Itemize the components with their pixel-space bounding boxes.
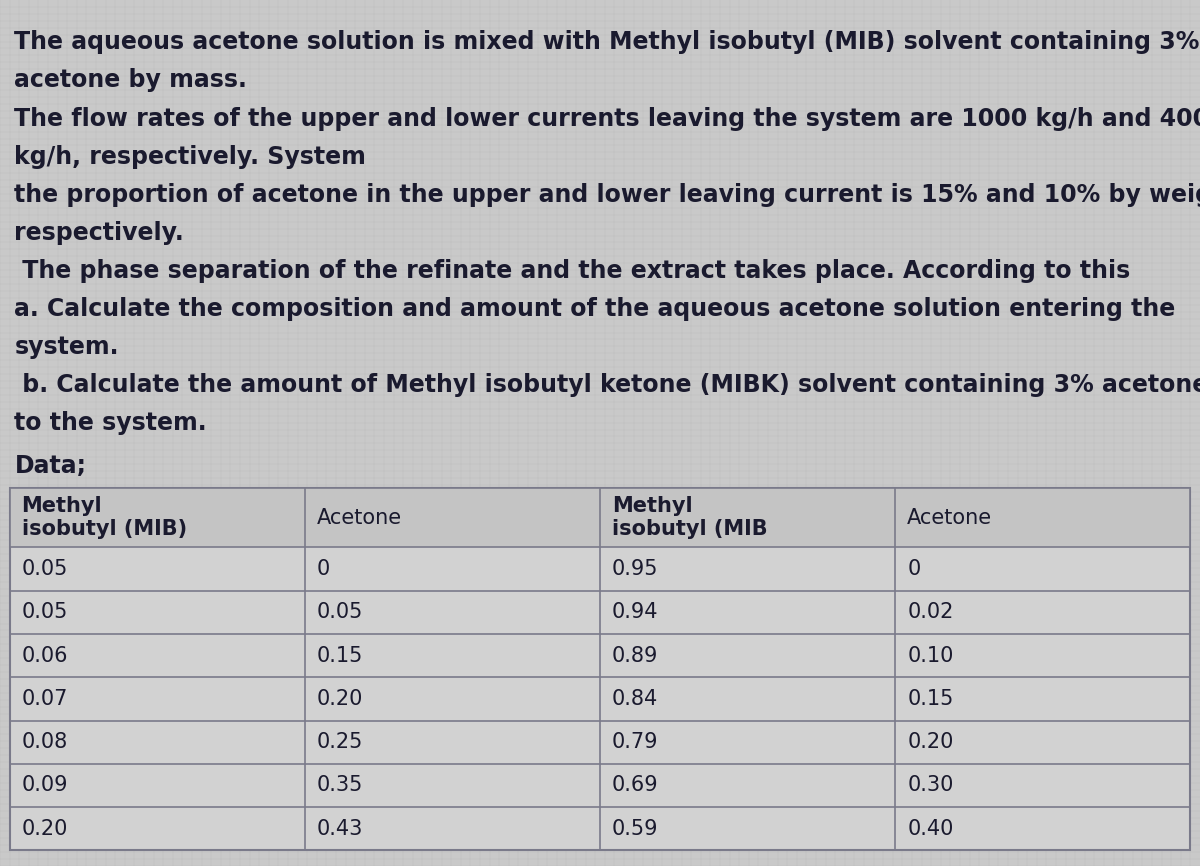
Text: 0.20: 0.20 [22, 818, 68, 839]
Text: 0.05: 0.05 [317, 602, 364, 623]
Bar [10, 488, 1190, 850]
Text: 0.05: 0.05 [22, 559, 68, 579]
Text: 0.20: 0.20 [907, 732, 954, 753]
Text: b. Calculate the amount of Methyl isobutyl ketone (MIBK) solvent containing 3% a: b. Calculate the amount of Methyl isobut… [14, 373, 1200, 397]
Text: The flow rates of the upper and lower currents leaving the system are 1000 kg/h : The flow rates of the upper and lower cu… [14, 107, 1200, 131]
Text: respectively.: respectively. [14, 221, 184, 245]
Text: Data;: Data; [14, 454, 86, 478]
Text: 0.08: 0.08 [22, 732, 68, 753]
Text: 0.09: 0.09 [22, 775, 68, 796]
Text: The phase separation of the refinate and the extract takes place. According to t: The phase separation of the refinate and… [14, 259, 1130, 283]
Text: 0.94: 0.94 [612, 602, 659, 623]
Text: 0.89: 0.89 [612, 645, 659, 666]
Text: the proportion of acetone in the upper and lower leaving current is 15% and 10% : the proportion of acetone in the upper a… [14, 183, 1200, 207]
Text: 0.10: 0.10 [907, 645, 954, 666]
Text: Acetone: Acetone [317, 507, 402, 528]
Text: system.: system. [14, 335, 119, 359]
Text: 0: 0 [907, 559, 920, 579]
Text: 0.07: 0.07 [22, 688, 68, 709]
Text: to the system.: to the system. [14, 411, 208, 436]
Text: 0.79: 0.79 [612, 732, 659, 753]
Text: 0.06: 0.06 [22, 645, 68, 666]
Text: 0.15: 0.15 [317, 645, 364, 666]
Text: acetone by mass.: acetone by mass. [14, 68, 247, 93]
Text: 0.25: 0.25 [317, 732, 364, 753]
Text: 0.30: 0.30 [907, 775, 954, 796]
Text: 0.15: 0.15 [907, 688, 954, 709]
Text: 0.02: 0.02 [907, 602, 954, 623]
Text: Acetone: Acetone [907, 507, 992, 528]
Text: 0.40: 0.40 [907, 818, 954, 839]
Text: 0.69: 0.69 [612, 775, 659, 796]
Text: Methyl
isobutyl (MIB: Methyl isobutyl (MIB [612, 496, 768, 540]
Text: Methyl
isobutyl (MIB): Methyl isobutyl (MIB) [22, 496, 187, 540]
Bar [10, 488, 1190, 547]
Text: 0.84: 0.84 [612, 688, 659, 709]
Text: 0.05: 0.05 [22, 602, 68, 623]
Text: 0.59: 0.59 [612, 818, 659, 839]
Text: 0.43: 0.43 [317, 818, 364, 839]
Text: kg/h, respectively. System: kg/h, respectively. System [14, 145, 366, 169]
Text: 0.95: 0.95 [612, 559, 659, 579]
Text: a. Calculate the composition and amount of the aqueous acetone solution entering: a. Calculate the composition and amount … [14, 297, 1176, 321]
Text: 0.35: 0.35 [317, 775, 364, 796]
Text: The aqueous acetone solution is mixed with Methyl isobutyl (MIB) solvent contain: The aqueous acetone solution is mixed wi… [14, 30, 1200, 55]
Text: 0: 0 [317, 559, 330, 579]
Text: 0.20: 0.20 [317, 688, 364, 709]
